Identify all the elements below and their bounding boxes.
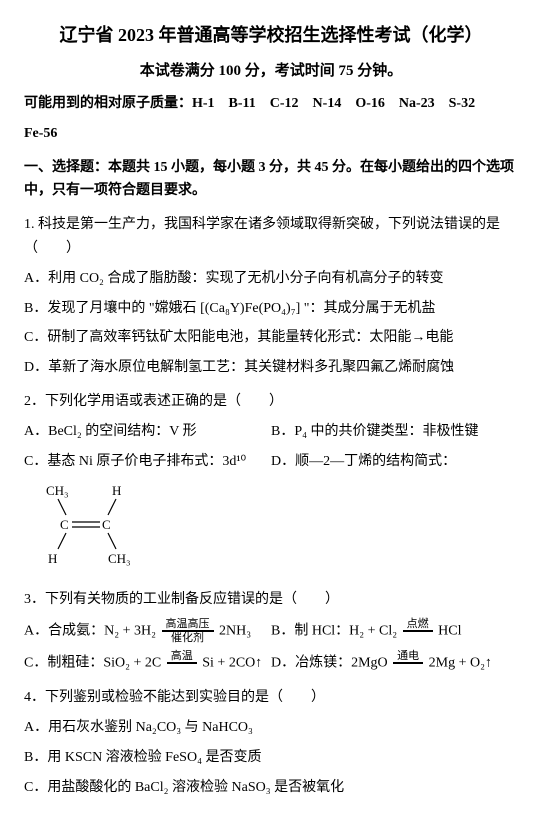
struct-h1: H bbox=[112, 483, 121, 498]
q3-a-cond-top: 高温高压 bbox=[162, 618, 214, 631]
q3-b-post: HCl bbox=[438, 623, 461, 638]
q4-option-b: B．用 KSCN 溶液检验 FeSO₄ 是否变质 bbox=[24, 746, 518, 770]
q1-option-b: B．发现了月壤中的 "嫦娥石 [(Ca₈Y)Fe(PO₄)₇] "：其成分属于无… bbox=[24, 297, 518, 321]
q3-a-pre: A．合成氨：N₂ + 3H₂ bbox=[24, 623, 156, 638]
q3-d-cond: 通电 bbox=[393, 650, 423, 663]
q3-b-cond: 点燃 bbox=[403, 618, 433, 631]
struct-ch3-a: CH₃ bbox=[46, 483, 69, 498]
q3-d-post: 2Mg + O₂↑ bbox=[429, 656, 492, 671]
q1-option-c: C．研制了高效率钙钛矿太阳能电池，其能量转化形式：太阳能→电能 bbox=[24, 326, 518, 350]
q4-stem: 4．下列鉴别或检验不能达到实验目的是（ ） bbox=[24, 686, 518, 710]
q2-option-a: A．BeCl₂ 的空间结构：V 形 bbox=[24, 420, 271, 444]
atomic-values-1: H-1 B-11 C-12 N-14 O-16 Na-23 S-32 bbox=[192, 96, 475, 111]
struct-c-right: C bbox=[102, 517, 111, 532]
section-1-heading: 一、选择题：本题共 15 小题，每小题 3 分，共 45 分。在每小题给出的四个… bbox=[24, 156, 518, 204]
q3-c-arrow: 高温 bbox=[167, 650, 197, 676]
q3-d-arrow: 通电 bbox=[393, 650, 423, 676]
q2-option-c: C．基态 Ni 原子价电子排布式：3d¹⁰ bbox=[24, 450, 271, 474]
q1-b-formula: [(Ca₈Y)Fe(PO₄)₇] bbox=[200, 301, 300, 316]
q1-b-pre: B．发现了月壤中的 "嫦娥石 bbox=[24, 301, 197, 316]
q3-a-arrow: 高温高压 催化剂 bbox=[162, 618, 214, 644]
page-subtitle: 本试卷满分 100 分，考试时间 75 分钟。 bbox=[24, 59, 518, 85]
q3-c-pre: C．制粗硅：SiO₂ + 2C bbox=[24, 656, 161, 671]
q2-option-b: B．P₄ 中的共价键类型：非极性键 bbox=[271, 420, 518, 444]
q3-a-cond-bot: 催化剂 bbox=[162, 631, 214, 644]
q4-option-c: C．用盐酸酸化的 BaCl₂ 溶液检验 NaSO₃ 是否被氧化 bbox=[24, 776, 518, 800]
q3-b-pre: B．制 HCl：H₂ + Cl₂ bbox=[271, 623, 397, 638]
structure-diagram: CH₃ H C C H CH₃ bbox=[34, 481, 518, 578]
struct-c-left: C bbox=[60, 517, 69, 532]
q4-option-a: A．用石灰水鉴别 Na₂CO₃ 与 NaHCO₃ bbox=[24, 716, 518, 740]
q1-b-post: "：其成分属于无机盐 bbox=[304, 301, 436, 316]
q2-stem: 2．下列化学用语或表述正确的是（ ） bbox=[24, 390, 518, 414]
q3-c-cond: 高温 bbox=[167, 650, 197, 663]
q3-stem: 3．下列有关物质的工业制备反应错误的是（ ） bbox=[24, 588, 518, 612]
q3-option-a: A．合成氨：N₂ + 3H₂ 高温高压 催化剂 2NH₃ bbox=[24, 618, 271, 644]
struct-ch3-b: CH₃ bbox=[108, 551, 131, 566]
atomic-prefix: 可能用到的相对原子质量： bbox=[24, 96, 192, 111]
page-title: 辽宁省 2023 年普通高等学校招生选择性考试（化学） bbox=[24, 20, 518, 51]
q1-option-a: A．利用 CO₂ 合成了脂肪酸：实现了无机小分子向有机高分子的转变 bbox=[24, 267, 518, 291]
q3-a-post: 2NH₃ bbox=[219, 623, 251, 638]
q3-d-pre: D．冶炼镁：2MgO bbox=[271, 656, 388, 671]
q3-b-arrow: 点燃 bbox=[403, 618, 433, 644]
q3-option-d: D．冶炼镁：2MgO 通电 2Mg + O₂↑ bbox=[271, 650, 518, 676]
q3-c-post: Si + 2CO↑ bbox=[202, 656, 262, 671]
q3-option-b: B．制 HCl：H₂ + Cl₂ 点燃 HCl bbox=[271, 618, 518, 644]
atomic-masses-line1: 可能用到的相对原子质量：H-1 B-11 C-12 N-14 O-16 Na-2… bbox=[24, 92, 518, 116]
q1-option-d: D．革新了海水原位电解制氢工艺：其关键材料多孔聚四氟乙烯耐腐蚀 bbox=[24, 356, 518, 380]
q3-option-c: C．制粗硅：SiO₂ + 2C 高温 Si + 2CO↑ bbox=[24, 650, 271, 676]
struct-h2: H bbox=[48, 551, 57, 566]
q2-option-d: D．顺—2—丁烯的结构简式： bbox=[271, 450, 518, 474]
q1-stem: 1. 科技是第一生产力，我国科学家在诸多领域取得新突破，下列说法错误的是（ ） bbox=[24, 213, 518, 261]
atomic-masses-line2: Fe-56 bbox=[24, 122, 518, 146]
